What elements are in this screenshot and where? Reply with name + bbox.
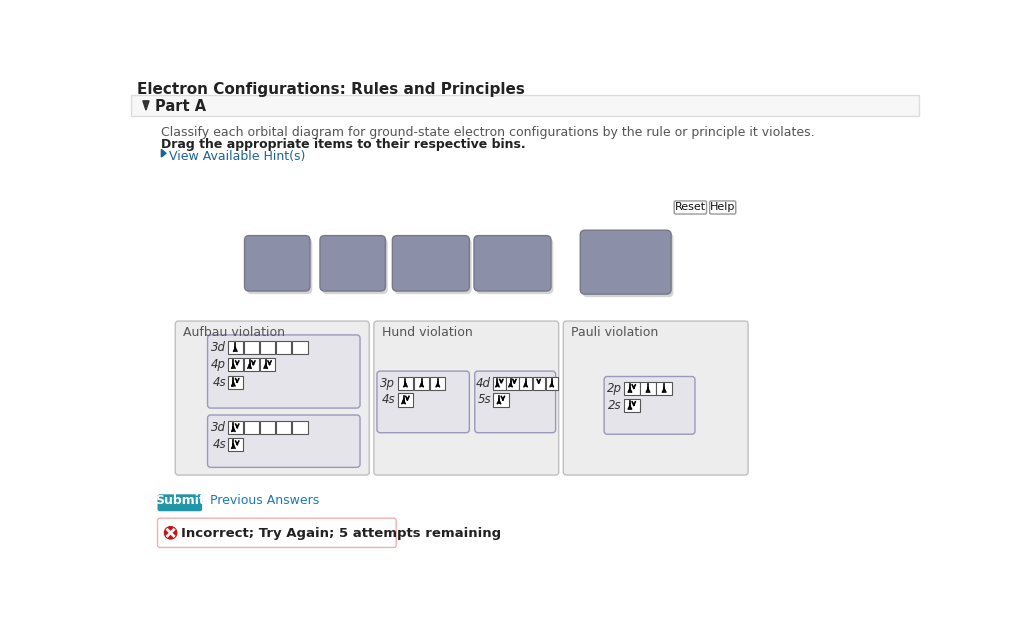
Text: 4s: 4s	[212, 438, 226, 451]
Bar	[227, 376, 243, 389]
Bar	[519, 377, 531, 390]
FancyBboxPatch shape	[674, 201, 707, 214]
Bar	[131, 95, 920, 116]
Text: Drag the appropriate items to their respective bins.: Drag the appropriate items to their resp…	[162, 138, 526, 150]
Text: Electron Configurations: Rules and Principles: Electron Configurations: Rules and Princ…	[137, 83, 524, 97]
FancyBboxPatch shape	[175, 321, 370, 475]
Bar	[227, 358, 243, 371]
Bar	[546, 377, 558, 390]
Text: 4s: 4s	[382, 394, 395, 406]
Bar	[292, 421, 307, 434]
FancyBboxPatch shape	[158, 194, 766, 486]
FancyBboxPatch shape	[394, 239, 472, 294]
FancyBboxPatch shape	[245, 236, 310, 291]
FancyBboxPatch shape	[581, 231, 671, 294]
FancyBboxPatch shape	[474, 236, 551, 291]
Bar	[414, 377, 429, 390]
FancyBboxPatch shape	[377, 371, 469, 432]
FancyBboxPatch shape	[323, 239, 388, 294]
Text: 2s: 2s	[608, 399, 622, 412]
Bar	[397, 394, 413, 406]
FancyBboxPatch shape	[563, 321, 749, 475]
Text: Submit: Submit	[155, 494, 205, 507]
Text: 4s: 4s	[212, 376, 226, 389]
FancyBboxPatch shape	[208, 415, 360, 467]
FancyBboxPatch shape	[158, 518, 396, 547]
FancyBboxPatch shape	[604, 377, 695, 434]
FancyBboxPatch shape	[208, 335, 360, 408]
Bar	[506, 377, 518, 390]
Text: 4p: 4p	[211, 358, 226, 371]
Text: Part A: Part A	[156, 99, 206, 114]
Text: 3d: 3d	[211, 421, 226, 434]
Text: 3p: 3p	[381, 377, 395, 389]
Bar	[292, 341, 307, 354]
Bar	[656, 382, 672, 395]
Text: 4d: 4d	[476, 377, 490, 389]
FancyBboxPatch shape	[476, 239, 553, 294]
Text: 5s: 5s	[477, 394, 490, 406]
FancyBboxPatch shape	[583, 233, 674, 297]
Text: Classify each orbital diagram for ground-state electron configurations by the ru: Classify each orbital diagram for ground…	[162, 126, 815, 139]
Bar	[494, 394, 509, 406]
Text: Reset: Reset	[675, 202, 706, 211]
FancyBboxPatch shape	[392, 236, 469, 291]
Bar	[260, 421, 275, 434]
FancyBboxPatch shape	[319, 236, 385, 291]
Bar	[244, 421, 259, 434]
Text: Hund violation: Hund violation	[382, 326, 472, 338]
Bar	[532, 377, 545, 390]
Bar	[227, 421, 243, 434]
Text: Aufbau violation: Aufbau violation	[183, 326, 285, 338]
Bar	[625, 399, 640, 412]
FancyBboxPatch shape	[374, 321, 559, 475]
FancyBboxPatch shape	[158, 494, 202, 511]
Bar	[244, 358, 259, 371]
Bar	[494, 377, 506, 390]
Text: View Available Hint(s): View Available Hint(s)	[169, 150, 305, 163]
Circle shape	[165, 526, 177, 539]
Bar	[260, 341, 275, 354]
Text: Help: Help	[710, 202, 735, 211]
FancyBboxPatch shape	[710, 201, 736, 214]
Polygon shape	[143, 101, 150, 110]
Text: Incorrect; Try Again; 5 attempts remaining: Incorrect; Try Again; 5 attempts remaini…	[181, 528, 502, 540]
Text: 3d: 3d	[211, 341, 226, 354]
Bar	[397, 377, 413, 390]
Text: Pauli violation: Pauli violation	[571, 326, 658, 338]
FancyBboxPatch shape	[247, 239, 312, 294]
Bar	[625, 382, 640, 395]
Bar	[227, 438, 243, 451]
Bar	[430, 377, 445, 390]
Bar	[260, 358, 275, 371]
Bar	[640, 382, 655, 395]
Bar	[276, 421, 292, 434]
Bar	[227, 341, 243, 354]
Text: Previous Answers: Previous Answers	[210, 494, 319, 507]
Polygon shape	[162, 149, 166, 157]
Bar	[276, 341, 292, 354]
Bar	[244, 341, 259, 354]
Text: 2p: 2p	[607, 382, 622, 395]
FancyBboxPatch shape	[475, 371, 556, 432]
